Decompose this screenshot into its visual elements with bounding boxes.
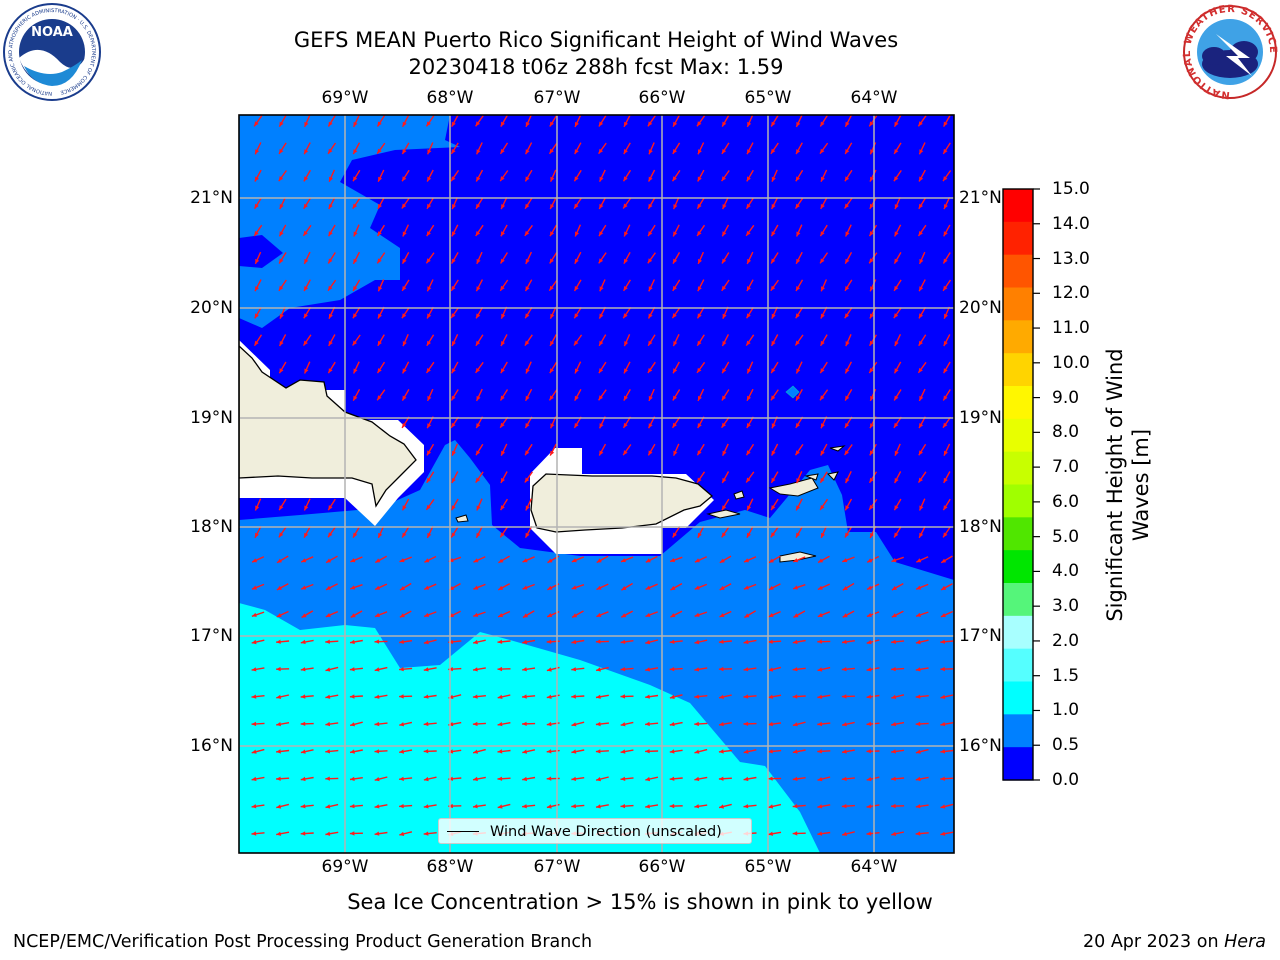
land-puerto-rico [530, 473, 714, 533]
colorbar-segment [1003, 681, 1033, 715]
lon-label-top: 65°W [744, 88, 792, 108]
map-subtitle: 20230418 t06z 288h fcst Max: 1.59 [408, 55, 784, 79]
colorbar-segment [1003, 189, 1033, 223]
lon-label-bottom: 65°W [744, 857, 792, 877]
colorbar-segment [1003, 550, 1033, 584]
colorbar-tick-label: 5.0 [1052, 526, 1080, 547]
lon-label-bottom: 68°W [426, 857, 474, 877]
colorbar-tick-label: 10.0 [1052, 352, 1090, 373]
wave-zone-0-0.5-pocket [239, 235, 283, 268]
colorbar-segment [1003, 517, 1033, 551]
legend-line-icon [447, 831, 479, 832]
noaa-logo: NOAA NATIONAL OCEANIC AND ATMOSPHERIC AD… [3, 3, 101, 101]
lon-label-top: 64°W [850, 88, 898, 108]
lon-label-top: 67°W [533, 88, 581, 108]
colorbar-segment [1003, 418, 1033, 453]
colorbar-segment [1003, 747, 1033, 781]
colorbar-segment [1003, 353, 1033, 387]
noaa-logo-text: NOAA [31, 25, 73, 40]
lon-label-bottom: 69°W [321, 857, 369, 877]
date-text: 20 Apr 2023 on Hera [1083, 932, 1266, 952]
map-title: GEFS MEAN Puerto Rico Significant Height… [293, 28, 899, 52]
lon-label-bottom: 64°W [850, 857, 898, 877]
credit-text: NCEP/EMC/Verification Post Processing Pr… [13, 932, 593, 952]
map-legend: Wind Wave Direction (unscaled) [438, 818, 752, 844]
lat-label-right: 17°N [959, 626, 1002, 646]
colorbar-tick-label: 3.0 [1052, 596, 1080, 617]
colorbar [1003, 188, 1040, 781]
colorbar-tick-label: 4.0 [1052, 561, 1080, 582]
colorbar-tick-label: 6.0 [1052, 491, 1080, 512]
wave-zone-1.0-1.5 [239, 603, 820, 853]
colorbar-segment [1003, 287, 1033, 321]
colorbar-segment [1003, 320, 1033, 354]
colorbar-tick-label: 8.0 [1052, 422, 1080, 443]
colorbar-tick-label: 1.5 [1052, 665, 1080, 686]
colorbar-tick-label: 0.5 [1052, 735, 1080, 756]
lat-label-right: 18°N [959, 517, 1002, 537]
lat-label-right: 20°N [959, 298, 1002, 318]
colorbar-tick-label: 2.0 [1052, 630, 1080, 651]
colorbar-segment [1003, 583, 1033, 617]
lat-label-right: 19°N [959, 408, 1002, 428]
colorbar-tick-label: 0.0 [1052, 770, 1080, 790]
colorbar-tick-label: 7.0 [1052, 457, 1080, 478]
lat-label-right: 21°N [959, 188, 1002, 208]
colorbar-tick-label: 9.0 [1052, 387, 1080, 408]
colorbar-tick-label: 11.0 [1052, 318, 1090, 339]
lat-label-left: 16°N [190, 736, 233, 756]
nws-logo: NATIONAL WEATHER SERVICE [1182, 4, 1277, 100]
colorbar-segment [1003, 648, 1033, 683]
plot-frame [238, 114, 955, 854]
lon-label-top: 66°W [638, 88, 686, 108]
date-prefix: 20 Apr 2023 on [1082, 932, 1219, 952]
wind-wave-arrows [251, 115, 954, 836]
lon-label-bottom: 66°W [638, 857, 686, 877]
colorbar-segment [1003, 451, 1033, 486]
colorbar-segment [1003, 221, 1033, 256]
graticule [239, 115, 954, 853]
lat-label-left: 21°N [190, 188, 233, 208]
lon-label-top: 68°W [426, 88, 474, 108]
lon-label-bottom: 67°W [533, 857, 581, 877]
lat-label-left: 18°N [190, 517, 233, 537]
land-hispaniola [239, 345, 417, 508]
colorbar-tick-label: 15.0 [1052, 179, 1090, 199]
lat-label-left: 20°N [190, 298, 233, 318]
lat-label-left: 19°N [190, 408, 233, 428]
sea-ice-note: Sea Ice Concentration > 15% is shown in … [347, 890, 933, 914]
colorbar-segment [1003, 254, 1033, 289]
wave-zone-0.5-1.0-north [239, 115, 460, 328]
colorbar-label: Significant Height of Wind Waves [m] [1103, 348, 1153, 622]
colorbar-tick-label: 14.0 [1052, 213, 1090, 234]
lon-label-top: 69°W [321, 88, 369, 108]
colorbar-segment [1003, 386, 1033, 420]
legend-text: Wind Wave Direction (unscaled) [490, 824, 722, 840]
colorbar-tick-label: 1.0 [1052, 700, 1080, 721]
lat-label-left: 17°N [190, 626, 233, 646]
colorbar-segment [1003, 615, 1033, 650]
lat-label-right: 16°N [959, 736, 1002, 756]
colorbar-segment [1003, 714, 1033, 748]
colorbar-tick-label: 13.0 [1052, 248, 1090, 269]
colorbar-segment [1003, 484, 1033, 518]
colorbar-tick-label: 12.0 [1052, 283, 1090, 304]
date-host: Hera [1224, 932, 1266, 952]
